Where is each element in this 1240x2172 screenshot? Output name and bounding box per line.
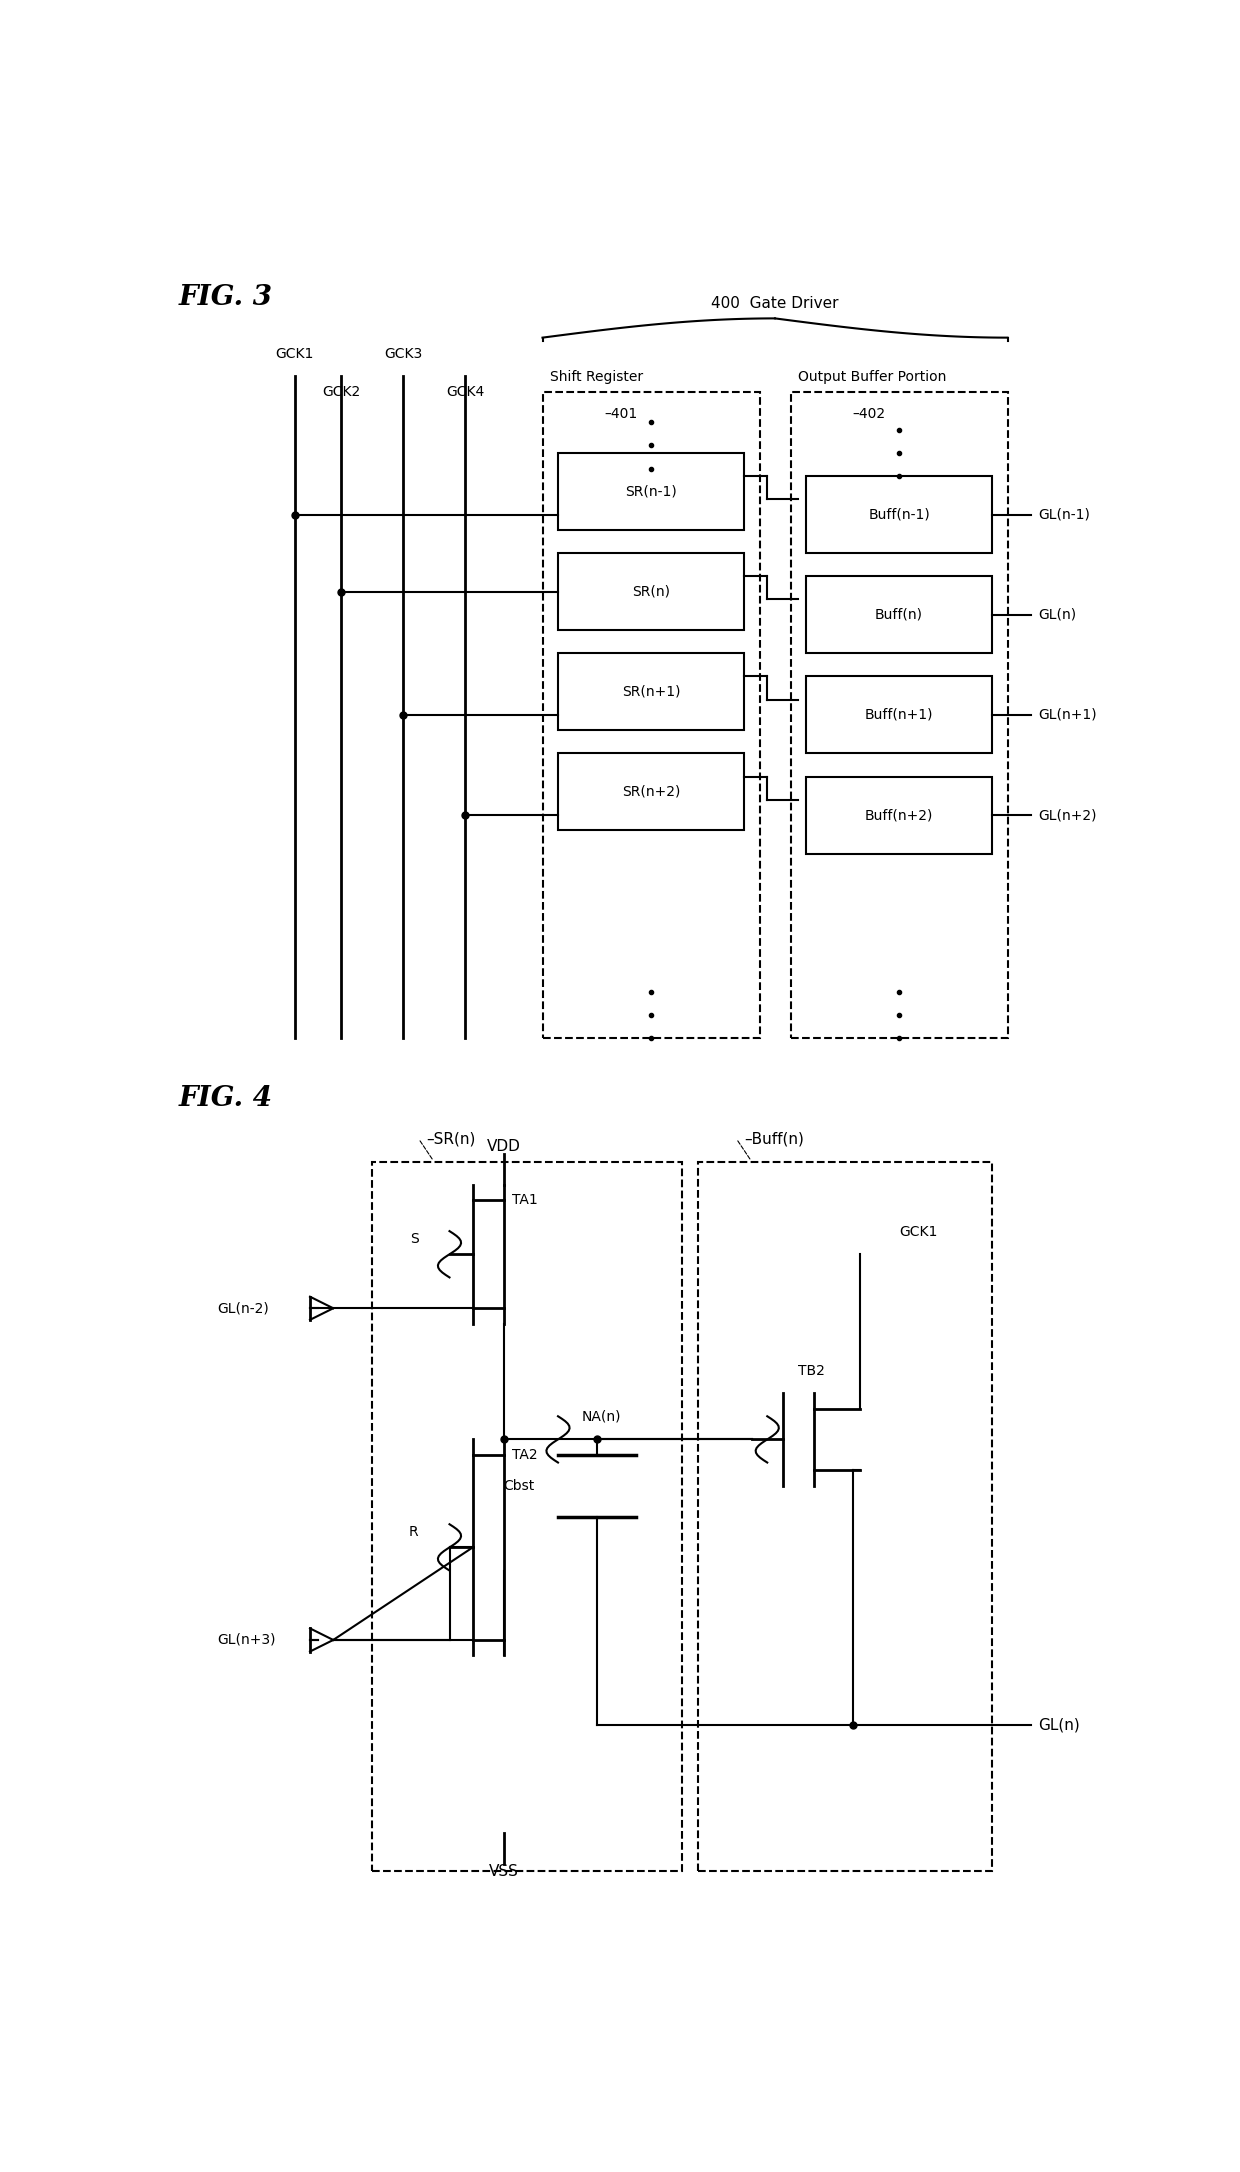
Bar	[558, 654, 744, 730]
Text: Buff(n+2): Buff(n+2)	[864, 808, 934, 821]
Bar	[806, 576, 992, 654]
Bar	[806, 476, 992, 554]
Text: Shift Register: Shift Register	[551, 369, 644, 384]
Text: TA1: TA1	[511, 1192, 537, 1208]
Text: –401: –401	[605, 406, 637, 421]
Text: GL(n-1): GL(n-1)	[1039, 508, 1090, 521]
Bar	[697, 1162, 992, 1872]
Text: SR(n): SR(n)	[632, 584, 670, 599]
Text: VSS: VSS	[489, 1864, 518, 1879]
Text: GL(n-2): GL(n-2)	[217, 1301, 269, 1316]
Text: GL(n): GL(n)	[1039, 1718, 1080, 1733]
Text: –SR(n): –SR(n)	[427, 1132, 476, 1147]
Text: GL(n+3): GL(n+3)	[217, 1633, 275, 1646]
Bar	[372, 1162, 682, 1872]
Bar	[558, 554, 744, 630]
Text: SR(n+1): SR(n+1)	[621, 684, 681, 699]
Bar	[806, 675, 992, 754]
Text: GCK1: GCK1	[899, 1225, 937, 1238]
Bar	[791, 391, 1007, 1038]
Text: VDD: VDD	[487, 1138, 521, 1153]
Text: Output Buffer Portion: Output Buffer Portion	[799, 369, 946, 384]
Text: GL(n+2): GL(n+2)	[1039, 808, 1097, 821]
Text: GCK3: GCK3	[384, 348, 422, 361]
Text: FIG. 4: FIG. 4	[179, 1084, 273, 1112]
Text: SR(n-1): SR(n-1)	[625, 484, 677, 500]
Bar	[558, 754, 744, 830]
Text: FIG. 3: FIG. 3	[179, 285, 273, 311]
Text: TB2: TB2	[799, 1364, 825, 1377]
Text: –402: –402	[853, 406, 885, 421]
Text: Buff(n): Buff(n)	[875, 608, 923, 621]
Text: TA2: TA2	[511, 1449, 537, 1462]
Bar	[543, 391, 759, 1038]
Text: GCK4: GCK4	[446, 384, 484, 400]
Text: Buff(n+1): Buff(n+1)	[864, 708, 934, 721]
Text: S: S	[409, 1232, 419, 1247]
Bar	[806, 778, 992, 854]
Text: Cbst: Cbst	[503, 1479, 534, 1492]
Text: Buff(n-1): Buff(n-1)	[868, 508, 930, 521]
Text: GCK2: GCK2	[322, 384, 360, 400]
Bar	[558, 454, 744, 530]
Text: NA(n): NA(n)	[582, 1410, 621, 1425]
Text: –Buff(n): –Buff(n)	[744, 1132, 804, 1147]
Text: R: R	[409, 1525, 419, 1540]
Text: SR(n+2): SR(n+2)	[621, 784, 681, 799]
Text: 400  Gate Driver: 400 Gate Driver	[712, 295, 838, 311]
Text: GL(n): GL(n)	[1039, 608, 1076, 621]
Text: GCK1: GCK1	[275, 348, 314, 361]
Text: GL(n+1): GL(n+1)	[1039, 708, 1097, 721]
